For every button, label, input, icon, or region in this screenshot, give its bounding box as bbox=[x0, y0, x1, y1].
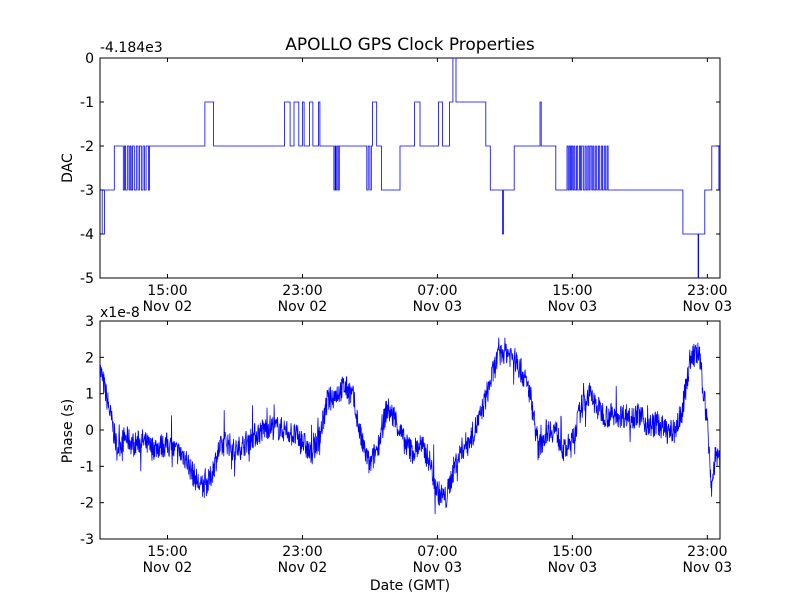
x-tick-date: Nov 03 bbox=[683, 299, 733, 315]
y-tick-label: -3 bbox=[80, 532, 94, 548]
dac-series-line bbox=[100, 57, 720, 279]
x-tick-date: Nov 03 bbox=[413, 299, 463, 315]
y-tick-label: -2 bbox=[80, 496, 94, 512]
x-tick-time: 23:00 bbox=[687, 283, 727, 299]
x-tick-date: Nov 02 bbox=[143, 560, 193, 576]
phase-plot-area bbox=[99, 320, 721, 540]
phase-series-line bbox=[99, 337, 721, 515]
x-tick-date: Nov 03 bbox=[548, 299, 598, 315]
x-tick-time: 15:00 bbox=[552, 283, 592, 299]
x-tick-time: 15:00 bbox=[147, 283, 187, 299]
dac-offset-text: -4.184e3 bbox=[100, 40, 163, 56]
y-tick-label: -4 bbox=[80, 227, 94, 243]
dac-panel: APOLLO GPS Clock Properties -4.184e3 DAC… bbox=[60, 35, 732, 315]
phase-offset-text: x1e-8 bbox=[100, 305, 140, 321]
phase-y-label: Phase (s) bbox=[60, 399, 76, 463]
y-tick-label: -2 bbox=[80, 139, 94, 155]
x-tick-time: 23:00 bbox=[687, 544, 727, 560]
dac-plot-area bbox=[99, 57, 721, 279]
x-tick-date: Nov 03 bbox=[548, 560, 598, 576]
y-tick-label: -1 bbox=[80, 95, 94, 111]
y-tick-label: -1 bbox=[80, 459, 94, 475]
x-tick-date: Nov 02 bbox=[278, 299, 328, 315]
y-tick-label: 1 bbox=[85, 387, 94, 403]
x-tick-time: 23:00 bbox=[282, 283, 322, 299]
y-tick-label: -3 bbox=[80, 183, 94, 199]
y-tick-label: -5 bbox=[80, 271, 94, 287]
y-tick-label: 2 bbox=[85, 350, 94, 366]
x-tick-time: 15:00 bbox=[147, 544, 187, 560]
x-tick-time: 07:00 bbox=[417, 283, 457, 299]
x-tick-time: 15:00 bbox=[552, 544, 592, 560]
y-tick-label: 0 bbox=[85, 51, 94, 67]
x-tick-date: Nov 03 bbox=[413, 560, 463, 576]
y-tick-label: 3 bbox=[85, 314, 94, 330]
chart-title: APOLLO GPS Clock Properties bbox=[285, 35, 535, 55]
x-tick-date: Nov 03 bbox=[683, 560, 733, 576]
x-tick-date: Nov 02 bbox=[278, 560, 328, 576]
x-tick-time: 23:00 bbox=[282, 544, 322, 560]
dac-y-label: DAC bbox=[60, 153, 76, 183]
y-tick-label: 0 bbox=[85, 423, 94, 439]
x-tick-time: 07:00 bbox=[417, 544, 457, 560]
x-tick-date: Nov 02 bbox=[143, 299, 193, 315]
x-axis-label: Date (GMT) bbox=[370, 578, 450, 594]
